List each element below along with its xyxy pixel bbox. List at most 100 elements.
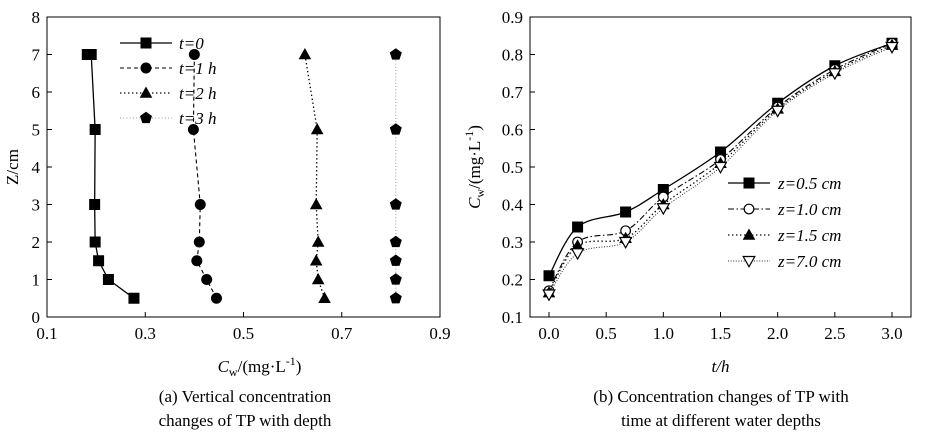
legend-label: t=1 h <box>179 59 216 78</box>
x-tick-label: 1.5 <box>710 324 731 343</box>
data-point <box>298 48 312 60</box>
legend-label: t=0 <box>179 34 204 53</box>
x-tick-label: 0.7 <box>331 324 353 343</box>
y-axis-label: Cw/(mg·L-1) <box>462 125 487 209</box>
data-point <box>188 49 200 60</box>
data-point <box>389 273 402 285</box>
legend-marker <box>139 86 153 98</box>
data-point <box>309 254 323 266</box>
data-point <box>715 146 726 158</box>
y-tick-label: 2 <box>32 233 41 252</box>
series-line-0 <box>548 42 893 277</box>
x-tick-label: 0.5 <box>233 324 254 343</box>
legend-marker <box>742 255 756 269</box>
data-point <box>618 236 633 250</box>
legend-label: z=1.0 cm <box>777 200 841 219</box>
data-point <box>318 291 331 304</box>
legend-marker <box>742 228 756 240</box>
data-point <box>389 198 402 210</box>
data-point <box>193 236 205 248</box>
legend-marker <box>743 177 755 189</box>
x-tick-label: 0.9 <box>429 324 450 343</box>
data-point <box>102 274 114 285</box>
data-point <box>389 254 402 266</box>
caption-a-line1: (a) Vertical concentration <box>159 387 332 406</box>
data-point <box>572 221 584 233</box>
x-tick-label: 2.5 <box>824 324 845 343</box>
data-point <box>201 274 213 285</box>
caption-b-line2: time at different water depths <box>621 411 821 430</box>
y-tick-label: 8 <box>32 8 41 27</box>
chart-a: 0 1 2 3 4 5 6 7 8 0.1 0.3 0.5 0.7 0.9 Z/cm Cw/(mg·L-1) (… <box>3 8 451 430</box>
plot-frame <box>46 16 441 318</box>
data-point <box>311 235 325 247</box>
data-point <box>309 198 323 210</box>
data-point <box>389 291 402 304</box>
y-tick-label: 7 <box>32 46 41 65</box>
x-tick-label: 0.0 <box>538 324 559 343</box>
data-point <box>310 123 324 135</box>
data-point <box>656 203 671 216</box>
series-line-3 <box>548 46 893 295</box>
y-tick-label: 4 <box>32 158 41 177</box>
data-point <box>93 255 105 267</box>
data-point <box>657 184 669 195</box>
y-tick-label: 0 <box>32 308 41 327</box>
x-tick-label: 0.3 <box>135 324 156 343</box>
y-tick-label: 0.3 <box>502 233 523 252</box>
series-line-1 <box>548 42 893 292</box>
y-tick-label: 5 <box>32 121 41 140</box>
legend-label: z=7.0 cm <box>777 252 841 271</box>
y-tick-label: 0.4 <box>502 196 524 215</box>
data-point <box>81 49 93 60</box>
data-point <box>210 292 222 304</box>
series-line-2 <box>548 44 893 293</box>
x-axis-label: t/h <box>712 357 730 376</box>
caption-b-line1: (b) Concentration changes of TP with <box>593 387 849 406</box>
legend-marker <box>140 37 152 49</box>
data-point <box>311 273 325 285</box>
legend-marker <box>743 203 755 215</box>
y-tick-label: 0.5 <box>502 158 523 177</box>
x-axis-label: Cw/(mg·L-1) <box>218 354 302 379</box>
y-tick-label: 0.2 <box>502 271 523 290</box>
y-tick-label: 0.7 <box>502 83 524 102</box>
legend-label: z=0.5 cm <box>777 174 841 193</box>
y-tick-label: 0.8 <box>502 46 523 65</box>
y-axis-label: Z/cm <box>3 149 22 185</box>
data-point <box>571 239 584 251</box>
data-point <box>570 248 585 261</box>
caption-a-line2: changes of TP with depth <box>159 411 332 430</box>
data-point <box>128 292 140 304</box>
data-point <box>620 206 632 218</box>
data-point <box>542 289 556 302</box>
data-point <box>191 255 203 267</box>
y-tick-label: 0.6 <box>502 121 523 140</box>
data-point <box>389 48 402 60</box>
data-point <box>389 123 402 135</box>
legend-marker <box>140 62 152 74</box>
data-point <box>713 161 728 175</box>
y-tick-label: 3 <box>32 196 41 215</box>
legend-label: t=2 h <box>179 84 216 103</box>
x-tick-label: 0.1 <box>36 324 57 343</box>
y-tick-label: 1 <box>32 271 41 290</box>
y-tick-label: 0.1 <box>502 308 523 327</box>
data-point <box>89 236 101 248</box>
legend-label: t=3 h <box>179 109 216 128</box>
data-point <box>389 235 402 248</box>
y-tick-label: 6 <box>32 83 41 102</box>
data-point <box>187 124 199 135</box>
data-point <box>770 105 785 118</box>
data-point <box>885 41 899 55</box>
data-point <box>194 199 206 210</box>
data-point <box>543 270 555 282</box>
x-tick-label: 0.5 <box>596 324 617 343</box>
legend-label: z=1.5 cm <box>777 226 841 245</box>
chart-b: 0.1 0.2 0.3 0.4 0.5 0.6 0.7 0.8 0.9 0.0 0.5 1.0 1.5 2… <box>462 8 912 430</box>
x-tick-label: 3.0 <box>881 324 902 343</box>
data-point <box>89 124 101 135</box>
data-point <box>828 68 842 81</box>
x-tick-label: 2.0 <box>767 324 788 343</box>
